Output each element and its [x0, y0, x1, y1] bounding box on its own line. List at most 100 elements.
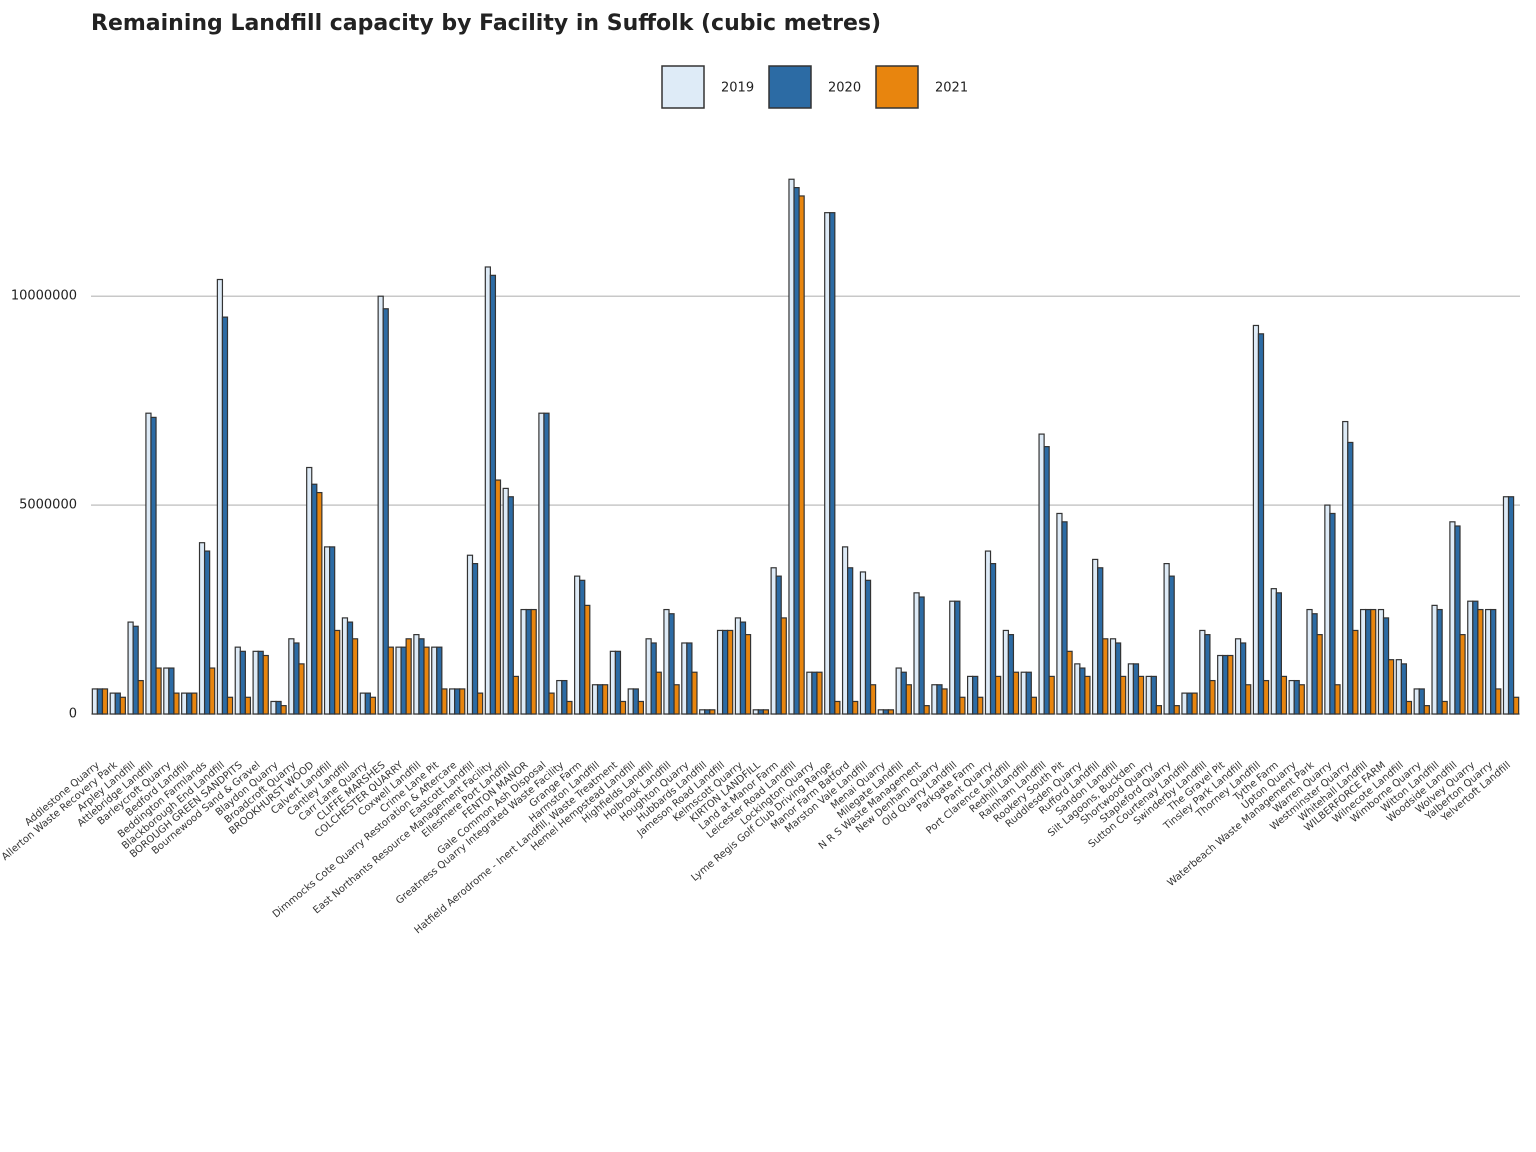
bar — [972, 675, 979, 715]
bar — [716, 629, 724, 715]
bar — [1245, 684, 1252, 715]
bar — [954, 600, 961, 715]
bar — [1477, 608, 1484, 715]
bar — [770, 567, 777, 715]
bar — [448, 688, 456, 715]
bar — [186, 692, 193, 715]
bar — [762, 709, 770, 715]
bar — [1502, 496, 1510, 715]
bar — [1168, 575, 1175, 715]
bar — [918, 596, 925, 715]
bar — [811, 671, 818, 715]
bar — [150, 416, 157, 715]
bar — [525, 608, 532, 715]
bar — [798, 195, 805, 715]
bar — [1262, 679, 1270, 715]
bar — [841, 546, 849, 715]
bar — [239, 650, 246, 715]
bar — [418, 638, 425, 715]
bar — [806, 671, 813, 715]
bar — [413, 634, 420, 715]
bar — [1025, 671, 1032, 715]
bar — [400, 646, 407, 715]
bar — [619, 700, 627, 715]
bar — [507, 496, 514, 715]
bar — [270, 700, 277, 715]
bar — [502, 487, 509, 715]
bar — [609, 650, 617, 715]
bar — [132, 625, 139, 715]
bar — [431, 646, 438, 715]
bar — [1012, 671, 1020, 715]
bar — [306, 466, 313, 715]
bar — [369, 696, 377, 715]
bar — [852, 700, 859, 715]
bar — [494, 479, 502, 715]
bar — [1377, 608, 1385, 715]
bar — [1038, 433, 1045, 715]
bar — [887, 709, 895, 715]
bar — [721, 629, 729, 715]
bar — [1512, 696, 1520, 715]
bar — [1441, 700, 1448, 715]
bar — [1079, 667, 1086, 715]
bar — [459, 688, 466, 715]
bar — [423, 646, 430, 715]
bar — [209, 667, 216, 715]
bar — [1204, 634, 1211, 715]
bar — [977, 696, 984, 715]
bar — [602, 684, 609, 715]
bar — [941, 688, 948, 715]
bar — [1342, 420, 1349, 715]
bar — [234, 646, 241, 715]
chart-title: Remaining Landfill capacity by Facility … — [91, 11, 881, 36]
bar — [673, 684, 680, 715]
bar — [1454, 525, 1461, 715]
bar — [1311, 613, 1318, 715]
bar — [1370, 608, 1377, 715]
bar — [395, 646, 402, 715]
bar — [280, 705, 287, 715]
bar — [614, 650, 622, 715]
bar — [699, 709, 706, 715]
y-tick-label: 0 — [69, 707, 77, 722]
bar — [627, 688, 634, 715]
bar — [1092, 558, 1099, 715]
bar — [538, 412, 545, 715]
bar — [329, 546, 336, 715]
bar — [859, 571, 867, 715]
bar — [959, 696, 966, 715]
bar — [91, 688, 99, 715]
bar — [1066, 650, 1073, 715]
bar — [173, 692, 180, 715]
bar — [984, 550, 992, 715]
bar — [1298, 684, 1305, 715]
bar — [1163, 562, 1170, 715]
bar — [864, 579, 872, 715]
bar — [895, 667, 902, 715]
bar — [829, 212, 836, 715]
bar — [334, 629, 341, 715]
bar — [1275, 592, 1282, 715]
bar — [316, 491, 323, 715]
y-tick-label: 5000000 — [19, 498, 77, 513]
bar — [757, 709, 764, 715]
bar — [1316, 634, 1323, 715]
bar — [709, 709, 716, 715]
bar — [1472, 600, 1479, 715]
bar — [834, 700, 841, 715]
bar — [1485, 608, 1492, 715]
bar — [584, 604, 591, 715]
bar — [476, 692, 484, 715]
bar — [377, 295, 384, 715]
bar — [1257, 333, 1265, 715]
bar — [1102, 638, 1109, 715]
bar — [216, 278, 224, 715]
bar — [1097, 567, 1104, 715]
bar — [1209, 679, 1216, 715]
bar — [1222, 654, 1229, 715]
bar — [436, 646, 443, 715]
bar — [359, 692, 366, 715]
legend-swatch — [661, 65, 705, 109]
